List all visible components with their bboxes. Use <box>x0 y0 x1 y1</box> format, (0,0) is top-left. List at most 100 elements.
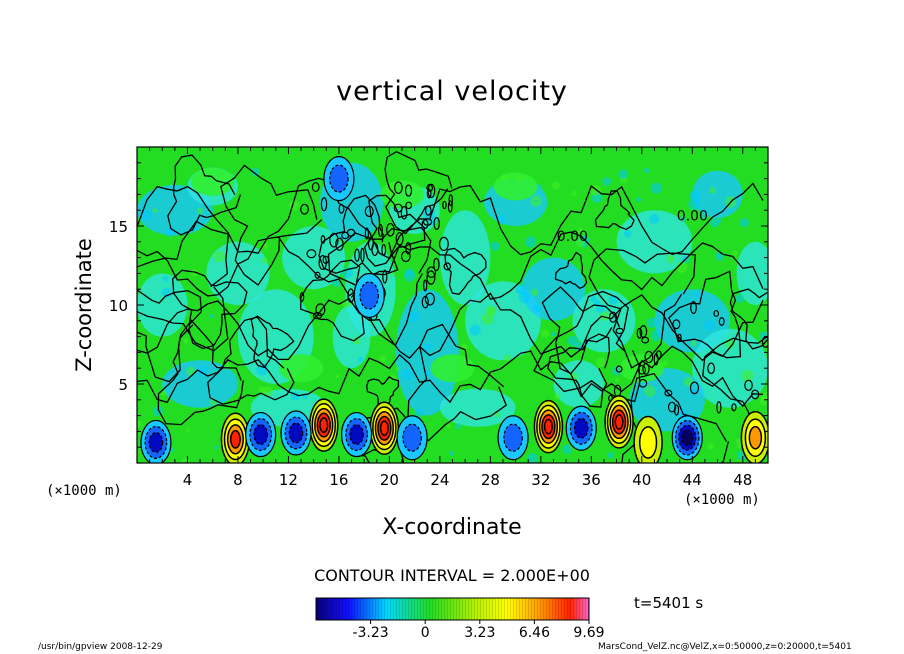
contour-loop <box>642 362 650 375</box>
downdraft-core <box>402 423 422 452</box>
field-speck <box>693 291 701 299</box>
contour-line <box>702 335 768 438</box>
contour-loop <box>329 232 339 248</box>
contour-loop <box>341 231 350 240</box>
y-tick-label: 10 <box>109 297 128 315</box>
x-axis-label: X-coordinate <box>382 515 522 540</box>
field-speck <box>599 311 610 321</box>
field-speck <box>562 444 573 455</box>
time-label: t=5401 s <box>634 594 704 612</box>
contour-loop <box>394 181 403 194</box>
contour-loop <box>426 270 436 285</box>
contour-loop <box>426 188 432 199</box>
contour-loop <box>405 242 412 255</box>
footer-left-text: /usr/bin/gpview 2008-12-29 <box>38 642 163 652</box>
contour-loop <box>731 403 737 412</box>
contour-loop <box>667 401 677 413</box>
contour-loop <box>314 271 321 279</box>
field-speck <box>161 390 167 397</box>
contour-loop <box>615 327 624 335</box>
contour-loop <box>608 311 618 323</box>
field-region <box>493 172 538 201</box>
field-speck <box>500 174 508 181</box>
contour-line <box>137 231 764 300</box>
contour-loop <box>405 201 413 210</box>
downdraft-core <box>573 417 589 439</box>
field-speck <box>650 329 662 341</box>
contour-label: 0.00 <box>677 209 708 225</box>
contour-line <box>384 150 453 235</box>
x-tick-label: 44 <box>683 471 702 489</box>
contour-loop <box>433 217 440 231</box>
contour-loop <box>672 319 681 330</box>
contour-loop <box>637 365 647 375</box>
contour-loop <box>639 325 648 338</box>
field-speck <box>379 355 387 363</box>
contour-loop <box>423 279 428 292</box>
field-speck <box>162 275 169 282</box>
field-speck <box>703 320 715 332</box>
contour-loop <box>716 401 722 414</box>
field-region <box>736 241 768 305</box>
field-speck <box>590 295 597 302</box>
x-tick-label: 24 <box>430 471 449 489</box>
colorbar-tick-label: 6.46 <box>519 625 550 641</box>
y-tick-label: 15 <box>109 218 128 236</box>
field-speck <box>636 197 641 203</box>
contour-loop <box>404 184 413 197</box>
field-speck <box>527 452 538 463</box>
field-speck <box>261 257 268 264</box>
field-speck <box>446 424 452 429</box>
field-speck <box>518 291 531 304</box>
field-speck <box>646 317 658 329</box>
x-axis-unit: (×1000 m) <box>684 492 760 508</box>
field-speck <box>690 388 698 396</box>
field-speck <box>571 190 577 197</box>
colorbar-tick-label: -3.23 <box>352 625 388 641</box>
field-speck <box>407 310 420 323</box>
field-speck <box>137 419 142 428</box>
x-tick-label: 40 <box>632 471 651 489</box>
field-speck <box>525 236 537 248</box>
updraft-core <box>379 420 389 437</box>
contour-loop <box>382 269 388 284</box>
field-speck <box>352 336 361 345</box>
field-speck <box>739 217 749 228</box>
field-speck <box>515 284 526 295</box>
contour-loop <box>395 232 404 246</box>
contour-loop <box>320 234 326 244</box>
field-speck <box>214 445 219 450</box>
contour-line <box>250 315 295 369</box>
field-speck <box>469 324 481 336</box>
field-speck <box>735 294 744 303</box>
field-speck <box>185 428 190 433</box>
field-speck <box>196 207 203 214</box>
contour-loop <box>447 200 453 213</box>
contour-loop <box>422 218 433 226</box>
downdraft-core <box>329 164 349 193</box>
field-speck <box>741 369 754 382</box>
contour-loop <box>433 257 440 272</box>
contour-loop <box>354 248 360 262</box>
contour-loop <box>641 336 650 344</box>
contour-loop <box>378 223 383 237</box>
contour-loop <box>299 292 305 302</box>
field-speck <box>334 373 340 379</box>
contour-label: 0.00 <box>557 229 588 245</box>
contour-loop <box>360 247 365 263</box>
contour-line <box>137 345 764 408</box>
field-speck <box>550 331 556 337</box>
contour-line <box>172 269 248 350</box>
field-speck <box>209 314 214 319</box>
contour-line <box>167 154 242 236</box>
field-speck <box>183 338 189 344</box>
updraft-core <box>229 429 241 449</box>
field-speck <box>707 443 715 450</box>
field-speck <box>490 241 500 251</box>
x-tick-label: 12 <box>279 471 298 489</box>
field-speck <box>552 181 561 190</box>
field-speck <box>700 212 708 220</box>
field-speck <box>251 167 260 177</box>
contour-loop <box>300 203 309 215</box>
contour-line <box>554 251 588 290</box>
